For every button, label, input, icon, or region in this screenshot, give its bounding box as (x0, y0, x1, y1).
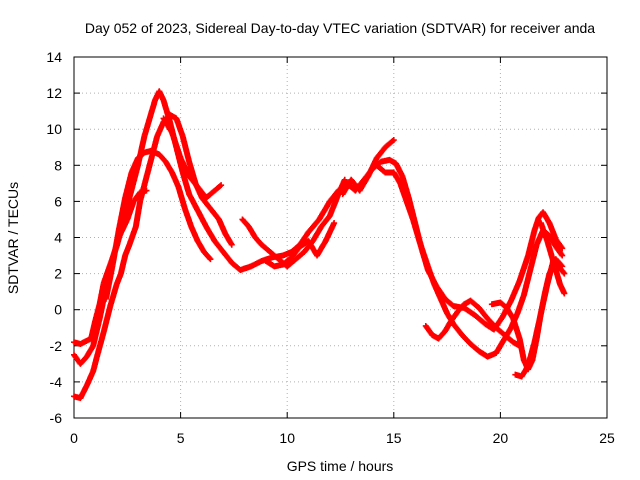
data-trace (161, 116, 223, 200)
y-axis-label: SDTVAR / TECUs (5, 182, 21, 294)
x-axis-label: GPS time / hours (287, 458, 394, 474)
data-trace (374, 163, 565, 360)
x-tick-label: 10 (279, 430, 295, 446)
y-tick-label: 10 (46, 121, 62, 137)
x-tick-label: 15 (386, 430, 402, 446)
data-trace (72, 89, 565, 347)
data-series-track-7 (262, 220, 338, 270)
data-series-track-10 (422, 297, 523, 349)
data-trace (340, 137, 396, 196)
y-tick-label: 6 (54, 193, 62, 209)
data-series-track-2 (71, 111, 235, 402)
data-trace (103, 148, 213, 301)
data-series-track-8 (339, 137, 397, 198)
data-trace (538, 221, 567, 296)
y-tick-label: 12 (46, 85, 62, 101)
y-tick-label: -4 (50, 374, 63, 390)
x-tick-label: 25 (599, 430, 615, 446)
x-tick-label: 20 (493, 430, 509, 446)
x-tick-label: 5 (177, 430, 185, 446)
y-tick-label: -2 (50, 338, 63, 354)
data-series-track-13 (537, 220, 568, 297)
data-series-track-1 (71, 88, 566, 347)
y-tick-label: -6 (50, 410, 63, 426)
data-trace (263, 221, 337, 270)
y-tick-label: 0 (54, 302, 62, 318)
y-tick-label: 2 (54, 266, 62, 282)
data-trace (423, 298, 522, 349)
y-tick-label: 8 (54, 157, 62, 173)
x-tick-label: 0 (70, 430, 78, 446)
y-tick-label: 4 (54, 230, 62, 246)
axis-ticks: 0 5 10 15 20 25 -6 -4 -2 0 2 4 6 8 10 12 14 (46, 49, 615, 446)
y-tick-label: 14 (46, 49, 62, 65)
chart-title: Day 052 of 2023, Sidereal Day-to-day VTE… (85, 20, 595, 36)
data-points (71, 88, 568, 402)
data-series-track-4 (102, 147, 214, 302)
data-series-track-5 (160, 115, 225, 201)
